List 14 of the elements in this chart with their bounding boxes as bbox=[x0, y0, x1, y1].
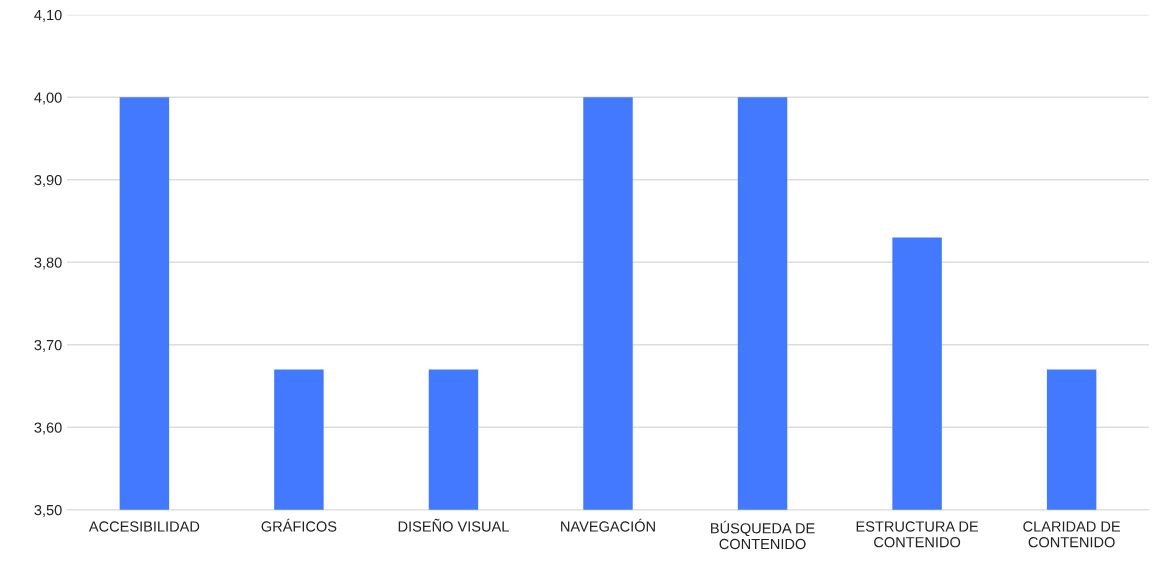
y-tick-label: 4,00 bbox=[34, 92, 62, 105]
x-tick-label: NAVEGACIÓN bbox=[561, 518, 655, 532]
x-tick-label: GRÁFICOS bbox=[261, 518, 337, 532]
x-tick-label: BÚSQUEDA DE CONTENIDO bbox=[711, 520, 815, 550]
y-tick-label: 3,80 bbox=[34, 257, 62, 270]
y-tick-label: 4,10 bbox=[34, 9, 62, 22]
x-tick-label: ACCESIBILIDAD bbox=[88, 521, 200, 532]
y-tick-label: 3,90 bbox=[34, 174, 62, 187]
y-tick-label: 3,70 bbox=[34, 339, 62, 352]
y-tick-label: 3,50 bbox=[34, 504, 62, 517]
y-tick-label: 3,60 bbox=[34, 422, 62, 435]
x-tick-label: ESTRUCTURA DE CONTENIDO bbox=[856, 521, 979, 548]
x-tick-label: DISEÑO VISUAL bbox=[398, 518, 509, 532]
x-tick-label: CLARIDAD DE CONTENIDO bbox=[1023, 521, 1121, 548]
